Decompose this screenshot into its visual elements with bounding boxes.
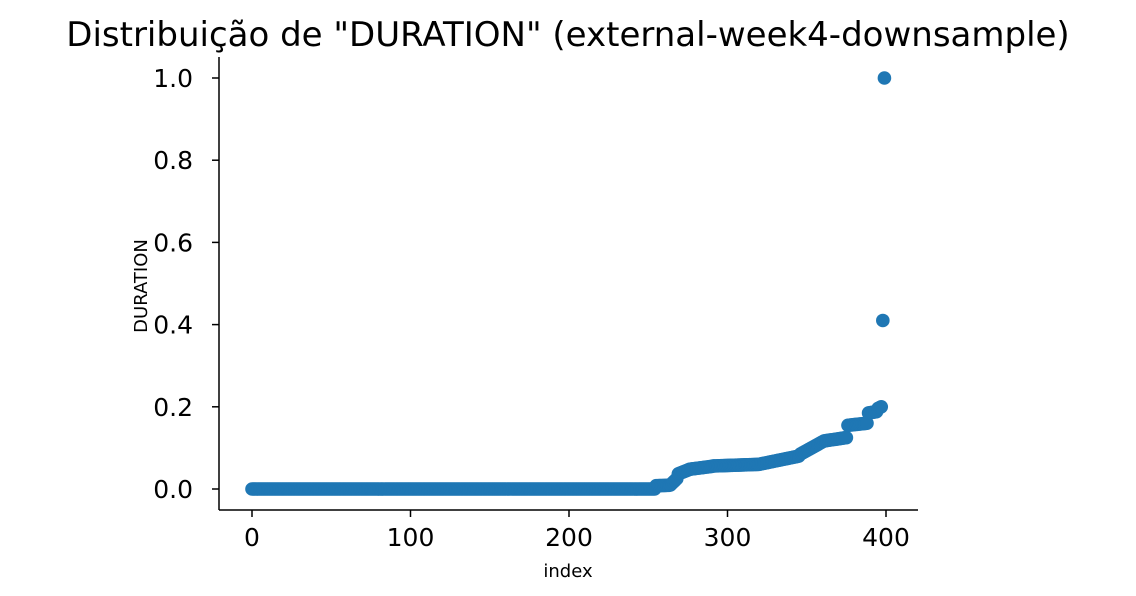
data-points: [245, 71, 892, 496]
y-axis-ticks: 0.0 0.2 0.4 0.6 0.8 1.0: [153, 64, 219, 504]
chart-title: Distribuição de "DURATION" (external-wee…: [66, 15, 1069, 55]
x-tick-label: 0: [244, 523, 260, 552]
x-axis-ticks: 0 100 200 300 400: [244, 510, 910, 552]
data-point: [839, 430, 854, 445]
data-point: [874, 400, 889, 414]
x-tick-label: 200: [545, 523, 593, 552]
y-tick-label: 0.6: [153, 228, 193, 257]
y-axis-label: DURATION: [131, 239, 152, 333]
data-point: [877, 71, 892, 85]
y-tick-label: 0.4: [153, 311, 193, 340]
x-tick-label: 300: [704, 523, 752, 552]
y-tick-label: 0.8: [153, 146, 193, 175]
y-tick-label: 0.2: [153, 393, 193, 422]
data-point: [876, 313, 890, 328]
x-tick-label: 400: [862, 523, 910, 552]
x-axis-label: index: [543, 561, 593, 582]
y-tick-label: 1.0: [153, 64, 193, 93]
y-tick-label: 0.0: [153, 475, 193, 504]
data-point: [860, 416, 874, 431]
x-tick-label: 100: [387, 523, 435, 552]
